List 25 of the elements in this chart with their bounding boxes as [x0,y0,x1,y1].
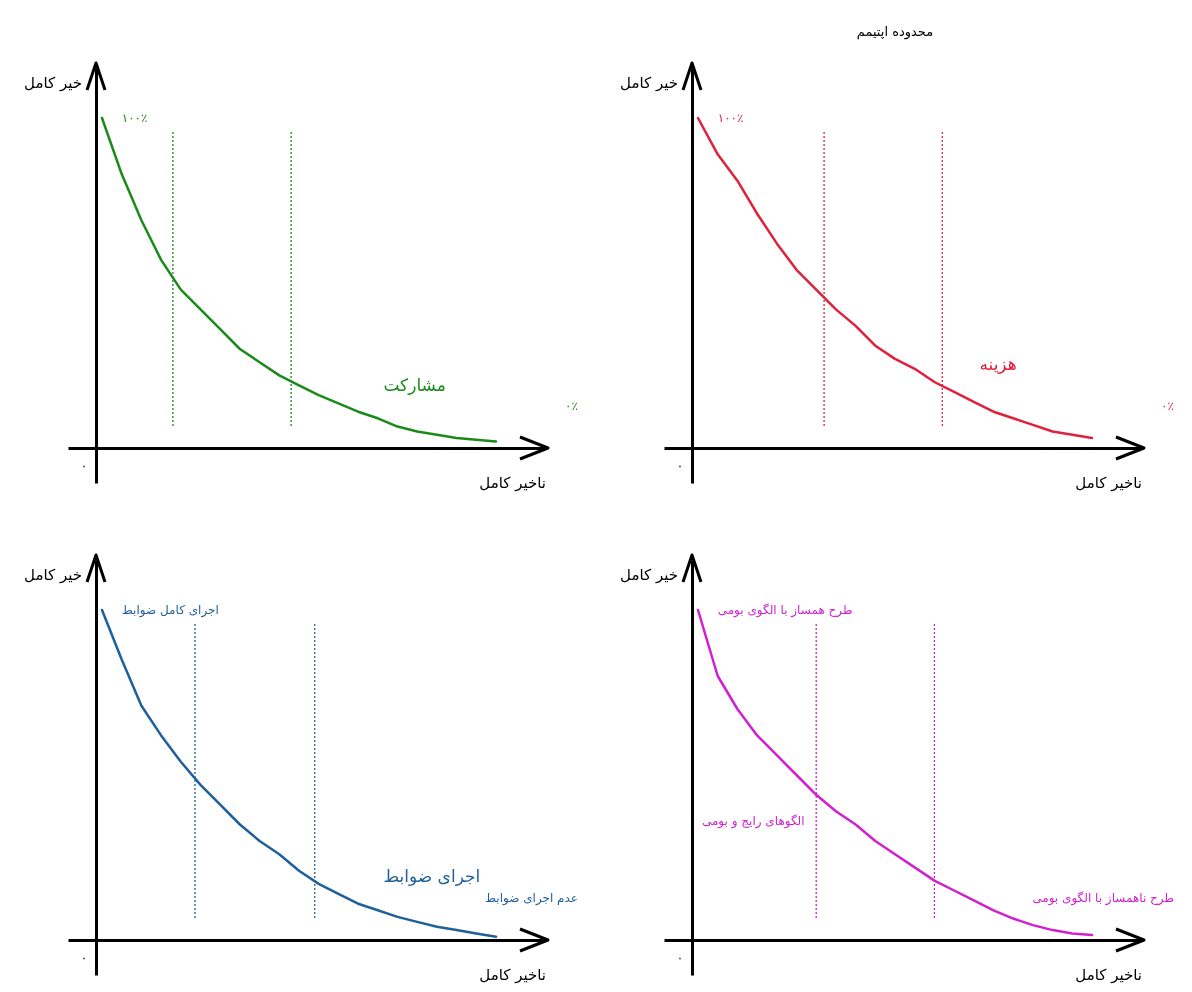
text: ۰ [80,459,88,473]
y-axis-title: خیر کامل [620,74,678,92]
annotation: ۱۰۰٪ [121,111,148,125]
annotation: الگوهای رایج و بومی [701,814,805,829]
y-axis-title: خیر کامل [24,74,82,92]
series-label: اجرای ضوابط [383,865,481,886]
series-label: هزینه [979,354,1017,374]
text: ۰٪ [1161,399,1174,413]
annotation: طرح همساز با الگوی بومی [717,603,853,618]
text: ۰ [676,459,684,473]
text: ۰ [676,951,684,965]
annotation: اجرای کامل ضوابط [121,603,219,618]
x-axis-title: ناخیر کامل [479,966,546,984]
text: ۰٪ [565,399,578,413]
y-axis-title: خیر کامل [620,566,678,584]
text: ۰ [80,951,88,965]
annotation: ۱۰۰٪ [717,111,744,125]
x-axis-title: ناخیر کامل [1075,474,1142,492]
series-label: مشارکت [383,375,446,396]
annotation: طرح ناهمساز با الگوی بومی [1032,891,1174,906]
chart-title: محدوده اپتیمم [856,24,934,40]
y-axis-title: خیر کامل [24,566,82,584]
x-axis-title: ناخیر کامل [1075,966,1142,984]
annotation: عدم اجرای ضوابط [484,891,578,906]
x-axis-title: ناخیر کامل [479,474,546,492]
